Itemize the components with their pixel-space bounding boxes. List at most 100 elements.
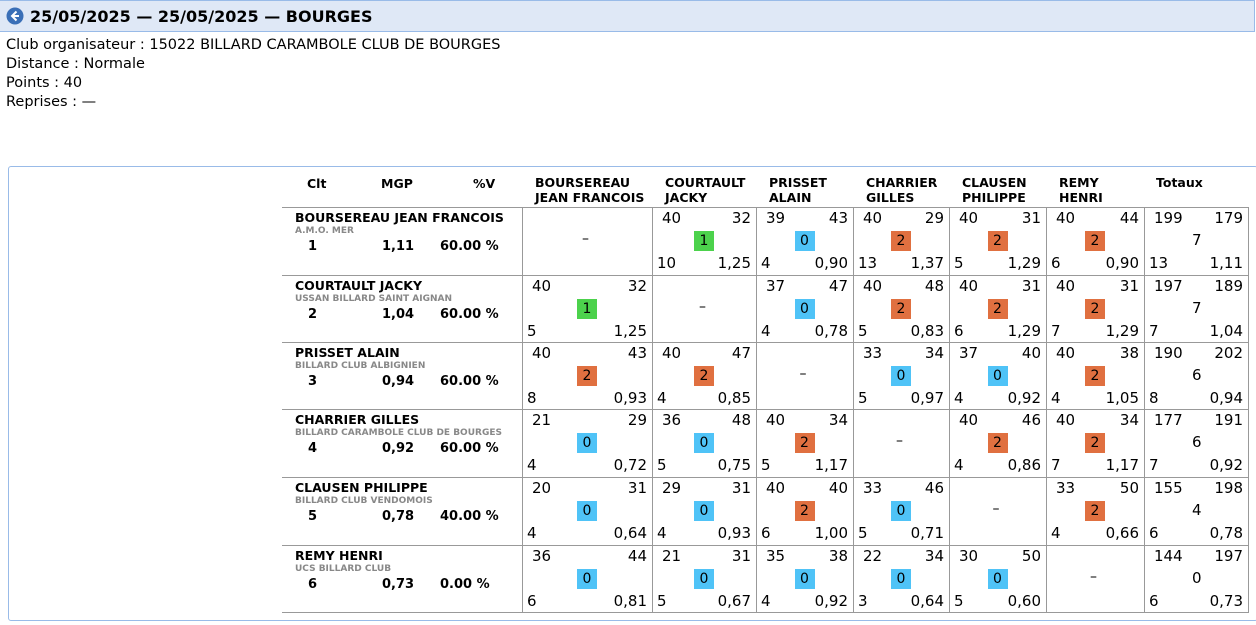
match-score-opponent: 31 [1021, 209, 1041, 227]
match-reprises: 8 [527, 389, 537, 407]
match-points-badge: 2 [1085, 433, 1105, 453]
header-opponent-5-line1: CLAUSEN [962, 175, 1027, 190]
header-opponent-1-line1: BOURSEREAU [535, 175, 631, 190]
column-divider [853, 207, 854, 613]
match-points-badge: 0 [891, 366, 911, 386]
match-score-player: 40 [662, 344, 682, 362]
empty-cell-dash: – [896, 433, 903, 449]
match-score-player: 20 [532, 479, 552, 497]
match-average: 1,17 [1105, 456, 1139, 474]
back-arrow-icon[interactable] [6, 7, 24, 25]
match-score-player: 40 [532, 344, 552, 362]
match-average: 0,72 [613, 456, 647, 474]
total-score-player: 144 [1154, 547, 1183, 565]
match-average: 0,71 [910, 524, 944, 542]
player-name: CLAUSEN PHILIPPE [295, 480, 428, 495]
match-reprises: 5 [858, 389, 868, 407]
match-average: 0,60 [1007, 592, 1041, 610]
match-points-badge: 2 [794, 433, 815, 453]
total-reprises: 8 [1149, 389, 1159, 407]
total-points: 6 [1192, 433, 1202, 451]
match-score-opponent: 47 [828, 277, 848, 295]
match-points-badge: 1 [694, 231, 714, 251]
match-average: 0,85 [717, 389, 751, 407]
match-points-badge: 2 [794, 501, 815, 521]
player-rank: 3 [308, 374, 318, 389]
match-score-opponent: 43 [627, 344, 647, 362]
match-points-badge: 2 [694, 366, 714, 386]
match-reprises: 5 [954, 254, 964, 272]
player-name: BOURSEREAU JEAN FRANCOIS [295, 210, 504, 225]
match-average: 1,25 [717, 254, 751, 272]
match-score-player: 40 [1056, 209, 1076, 227]
match-reprises: 7 [1051, 322, 1061, 340]
match-score-opponent: 46 [924, 479, 944, 497]
header-opponent-3-line2: ALAIN [769, 190, 812, 205]
header-opponent-6-line1: REMY [1059, 175, 1099, 190]
match-points-badge: 2 [987, 299, 1008, 319]
total-points: 6 [1192, 366, 1202, 384]
total-reprises: 6 [1149, 524, 1159, 542]
column-divider [652, 207, 653, 613]
match-average: 0,92 [1007, 389, 1041, 407]
match-reprises: 4 [1051, 524, 1061, 542]
match-reprises: 5 [657, 592, 667, 610]
match-reprises: 4 [954, 456, 964, 474]
match-average: 0,75 [717, 456, 751, 474]
match-average: 0,83 [910, 322, 944, 340]
match-points-badge: 0 [794, 569, 815, 589]
match-reprises: 4 [527, 456, 537, 474]
total-points: 0 [1192, 569, 1202, 587]
match-score-opponent: 31 [731, 547, 751, 565]
match-points-badge: 2 [891, 299, 911, 319]
match-score-player: 40 [959, 277, 979, 295]
player-club: USSAN BILLARD SAINT AIGNAN [295, 294, 453, 304]
match-score-opponent: 31 [1119, 277, 1139, 295]
match-score-opponent: 31 [1021, 277, 1041, 295]
total-score-opponent: 198 [1214, 479, 1243, 497]
match-score-player: 33 [863, 344, 883, 362]
player-rank: 2 [308, 307, 318, 322]
header-opponent-5-line2: PHILIPPE [962, 190, 1026, 205]
match-score-player: 21 [532, 411, 552, 429]
tournament-info: Club organisateur : 15022 BILLARD CARAMB… [6, 36, 500, 112]
total-score-player: 197 [1154, 277, 1183, 295]
header-opponent-6-line2: HENRI [1059, 190, 1103, 205]
total-points: 7 [1192, 299, 1202, 317]
match-points-badge: 2 [1085, 501, 1105, 521]
empty-cell-dash: – [582, 231, 589, 247]
match-reprises: 5 [954, 592, 964, 610]
match-reprises: 6 [954, 322, 964, 340]
empty-cell-dash: – [799, 366, 807, 382]
organizer-club: Club organisateur : 15022 BILLARD CARAMB… [6, 37, 501, 53]
column-divider [1248, 207, 1249, 613]
player-club: BILLARD CLUB ALBIGNIEN [295, 361, 426, 371]
row-divider [282, 477, 1248, 478]
row-divider [282, 342, 1248, 343]
match-score-opponent: 40 [828, 479, 848, 497]
player-rank: 4 [308, 441, 318, 456]
total-score-opponent: 189 [1214, 277, 1243, 295]
match-points-badge: 0 [891, 569, 911, 589]
match-reprises: 4 [761, 254, 771, 272]
match-reprises: 5 [657, 456, 667, 474]
match-score-opponent: 32 [731, 209, 751, 227]
header-pv: %V [473, 176, 496, 191]
player-rank: 5 [308, 509, 318, 524]
match-score-player: 40 [863, 209, 883, 227]
match-score-player: 40 [662, 209, 682, 227]
player-mgp: 0,92 [382, 441, 415, 456]
player-mgp: 0,78 [382, 509, 415, 524]
total-score-player: 177 [1154, 411, 1183, 429]
header-opponent-1-line2: JEAN FRANCOIS [535, 190, 645, 205]
match-score-opponent: 46 [1021, 411, 1041, 429]
match-points-badge: 0 [987, 569, 1008, 589]
match-reprises: 4 [527, 524, 537, 542]
match-score-opponent: 50 [1119, 479, 1139, 497]
player-win-percent: 60.00 % [440, 441, 499, 456]
player-mgp: 0,73 [382, 577, 415, 592]
match-score-player: 37 [766, 277, 786, 295]
match-reprises: 5 [858, 322, 868, 340]
match-score-player: 40 [863, 277, 883, 295]
match-score-player: 35 [766, 547, 786, 565]
